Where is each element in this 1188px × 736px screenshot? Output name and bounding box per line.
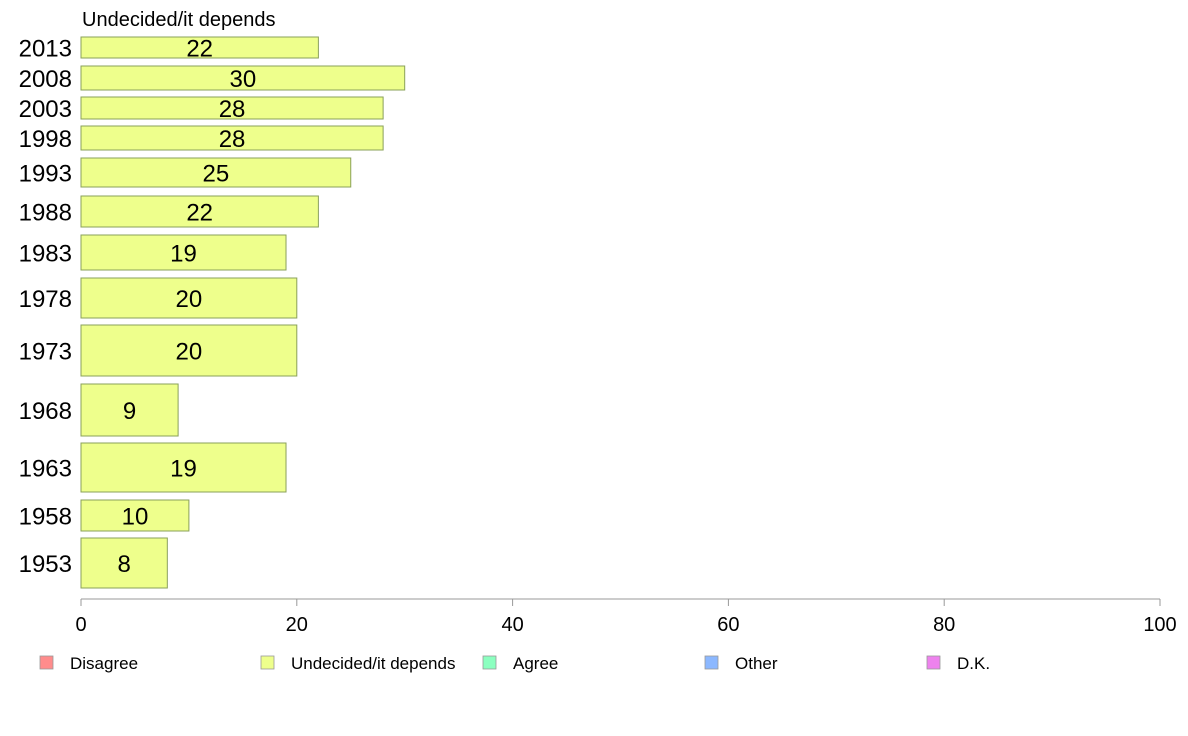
bars-group: 2220133020082820032819982519932219881919…	[19, 36, 406, 589]
bar-1953	[80, 537, 168, 589]
bar-1983	[80, 234, 287, 271]
legend-label-d-k: D.K.	[957, 654, 990, 673]
category-label-1988: 1988	[19, 200, 72, 227]
legend-label-disagree: Disagree	[70, 654, 138, 673]
category-label-2013: 2013	[19, 36, 72, 63]
legend: Disagree Undecided/it depends Agree Other D.…	[39, 654, 990, 673]
legend-label-undecided-it-depends: Undecided/it depends	[291, 654, 455, 673]
x-axis: 0 20 40 60 80 100	[75, 598, 1177, 636]
x-tick-label-40: 40	[501, 614, 523, 636]
category-label-1983: 1983	[19, 241, 72, 268]
category-label-2008: 2008	[19, 66, 72, 93]
category-label-2003: 2003	[19, 96, 72, 123]
bar-2013	[80, 36, 319, 59]
bar-value-label-2013: 22	[186, 36, 213, 63]
category-label-1978: 1978	[19, 286, 72, 313]
legend-label-other: Other	[735, 654, 778, 673]
bar-value-label-1993: 25	[203, 161, 230, 188]
legend-swatch-other	[704, 655, 719, 670]
bar-1998	[80, 125, 384, 151]
x-tick-label-20: 20	[286, 614, 308, 636]
bar-value-label-1988: 22	[186, 200, 213, 227]
bar-value-label-1978: 20	[176, 286, 203, 313]
bar-1963	[80, 442, 287, 493]
bar-1968	[80, 383, 179, 437]
bar-value-label-1953: 8	[117, 551, 130, 578]
x-tick-label-100: 100	[1143, 614, 1176, 636]
bar-1993	[80, 157, 352, 188]
bar-value-label-1973: 20	[176, 339, 203, 366]
x-tick-label-0: 0	[75, 614, 86, 636]
legend-label-agree: Agree	[513, 654, 558, 673]
bar-1988	[80, 195, 319, 228]
bar-2008	[80, 65, 406, 91]
category-label-1963: 1963	[19, 456, 72, 483]
bar-value-label-1968: 9	[123, 398, 136, 425]
bar-value-label-1963: 19	[170, 456, 197, 483]
category-label-1958: 1958	[19, 504, 72, 531]
category-label-1953: 1953	[19, 551, 72, 578]
category-label-1968: 1968	[19, 398, 72, 425]
legend-swatch-disagree	[39, 655, 54, 670]
bar-value-label-2008: 30	[229, 66, 256, 93]
bar-1958	[80, 499, 190, 532]
legend-swatch-agree	[482, 655, 497, 670]
bar-1978	[80, 277, 298, 319]
x-tick-label-60: 60	[717, 614, 739, 636]
bar-value-label-1983: 19	[170, 241, 197, 268]
bar-value-label-1998: 28	[219, 126, 246, 153]
panel-title: Undecided/it depends	[82, 9, 275, 31]
legend-swatch-undecided-it-depends	[260, 655, 275, 670]
category-label-1993: 1993	[19, 161, 72, 188]
legend-swatch-d-k	[926, 655, 941, 670]
bar-2003	[80, 96, 384, 120]
bar-1973	[80, 324, 298, 377]
x-tick-label-80: 80	[933, 614, 955, 636]
bar-value-label-1958: 10	[122, 504, 149, 531]
category-label-1998: 1998	[19, 126, 72, 153]
category-label-1973: 1973	[19, 339, 72, 366]
bar-value-label-2003: 28	[219, 96, 246, 123]
